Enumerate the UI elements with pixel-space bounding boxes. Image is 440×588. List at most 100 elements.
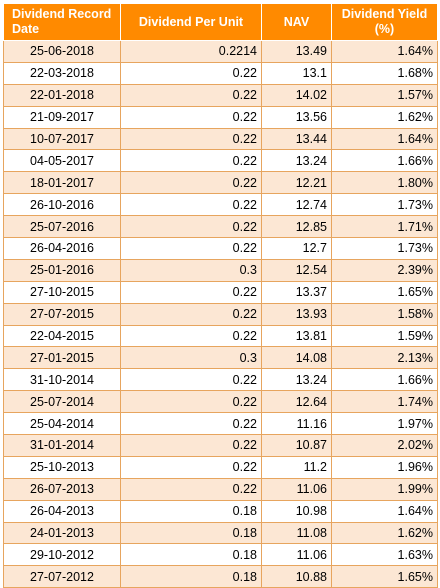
dividend-per-unit-cell: 0.22 xyxy=(120,368,262,392)
table-row: 04-05-2017 0.22 13.24 1.66% xyxy=(3,149,438,173)
table-row: 27-07-2012 0.18 10.88 1.65% xyxy=(3,565,438,588)
record-date-cell: 21-09-2017 xyxy=(3,105,121,129)
dividend-per-unit-cell: 0.18 xyxy=(120,521,262,545)
table-header: Dividend Record Date Dividend Per Unit N… xyxy=(3,3,438,41)
nav-cell: 11.08 xyxy=(261,521,332,545)
dividend-per-unit-cell: 0.22 xyxy=(120,324,262,348)
table-row: 27-01-2015 0.3 14.08 2.13% xyxy=(3,346,438,370)
record-date-cell: 27-10-2015 xyxy=(3,280,121,304)
dividend-per-unit-cell: 0.22 xyxy=(120,149,262,173)
nav-cell: 12.54 xyxy=(261,258,332,282)
dividend-yield-cell: 1.58% xyxy=(331,302,438,326)
record-date-cell: 25-04-2014 xyxy=(3,412,121,436)
dividend-per-unit-cell: 0.22 xyxy=(120,302,262,326)
dividend-per-unit-cell: 0.2214 xyxy=(120,40,262,63)
record-date-cell: 24-01-2013 xyxy=(3,521,121,545)
table-row: 24-01-2013 0.18 11.08 1.62% xyxy=(3,521,438,545)
dividend-per-unit-cell: 0.3 xyxy=(120,346,262,370)
dividend-yield-cell: 2.13% xyxy=(331,346,438,370)
nav-cell: 13.49 xyxy=(261,40,332,63)
table-row: 26-04-2016 0.22 12.7 1.73% xyxy=(3,237,438,260)
dividend-per-unit-cell: 0.22 xyxy=(120,434,262,457)
dividend-per-unit-cell: 0.18 xyxy=(120,499,262,523)
table-row: 27-07-2015 0.22 13.93 1.58% xyxy=(3,302,438,326)
table-row: 26-04-2013 0.18 10.98 1.64% xyxy=(3,499,438,523)
record-date-cell: 27-07-2012 xyxy=(3,565,121,588)
dividend-per-unit-cell: 0.22 xyxy=(120,215,262,239)
table-row: 25-01-2016 0.3 12.54 2.39% xyxy=(3,258,438,282)
dividend-yield-cell: 1.64% xyxy=(331,40,438,63)
table-row: 26-07-2013 0.22 11.06 1.99% xyxy=(3,477,438,501)
nav-cell: 13.56 xyxy=(261,105,332,129)
dividend-per-unit-cell: 0.22 xyxy=(120,280,262,304)
record-date-cell: 25-07-2016 xyxy=(3,215,121,239)
dividend-history-table: Dividend Record Date Dividend Per Unit N… xyxy=(3,3,438,588)
nav-cell: 11.06 xyxy=(261,543,332,567)
dividend-per-unit-cell: 0.22 xyxy=(120,390,262,414)
dividend-yield-cell: 1.62% xyxy=(331,521,438,545)
dividend-yield-cell: 2.02% xyxy=(331,434,438,457)
dividend-yield-cell: 1.66% xyxy=(331,149,438,173)
dividend-yield-cell: 1.57% xyxy=(331,83,438,107)
dividend-yield-cell: 1.64% xyxy=(331,499,438,523)
dividend-yield-cell: 2.39% xyxy=(331,258,438,282)
record-date-cell: 26-04-2013 xyxy=(3,499,121,523)
dividend-yield-cell: 1.71% xyxy=(331,215,438,239)
dividend-yield-cell: 1.65% xyxy=(331,565,438,588)
dividend-yield-cell: 1.62% xyxy=(331,105,438,129)
dividend-yield-cell: 1.59% xyxy=(331,324,438,348)
column-header-dividend-yield: Dividend Yield (%) xyxy=(331,3,438,41)
record-date-cell: 25-07-2014 xyxy=(3,390,121,414)
table-row: 25-06-2018 0.2214 13.49 1.64% xyxy=(3,40,438,63)
record-date-cell: 26-10-2016 xyxy=(3,193,121,217)
nav-cell: 11.2 xyxy=(261,455,332,479)
nav-cell: 13.1 xyxy=(261,61,332,85)
dividend-per-unit-cell: 0.22 xyxy=(120,105,262,129)
record-date-cell: 22-03-2018 xyxy=(3,61,121,85)
table-row: 25-04-2014 0.22 11.16 1.97% xyxy=(3,412,438,436)
dividend-per-unit-cell: 0.22 xyxy=(120,193,262,217)
nav-cell: 10.98 xyxy=(261,499,332,523)
header-row: Dividend Record Date Dividend Per Unit N… xyxy=(3,3,438,41)
nav-cell: 14.02 xyxy=(261,83,332,107)
table-row: 31-01-2014 0.22 10.87 2.02% xyxy=(3,434,438,457)
dividend-per-unit-cell: 0.22 xyxy=(120,127,262,151)
table-row: 25-07-2014 0.22 12.64 1.74% xyxy=(3,390,438,414)
table-row: 22-04-2015 0.22 13.81 1.59% xyxy=(3,324,438,348)
record-date-cell: 26-04-2016 xyxy=(3,237,121,260)
record-date-cell: 31-01-2014 xyxy=(3,434,121,457)
dividend-yield-cell: 1.99% xyxy=(331,477,438,501)
table-row: 27-10-2015 0.22 13.37 1.65% xyxy=(3,280,438,304)
dividend-yield-cell: 1.65% xyxy=(331,280,438,304)
nav-cell: 13.93 xyxy=(261,302,332,326)
record-date-cell: 18-01-2017 xyxy=(3,171,121,195)
table-row: 22-01-2018 0.22 14.02 1.57% xyxy=(3,83,438,107)
dividend-per-unit-cell: 0.18 xyxy=(120,565,262,588)
nav-cell: 13.24 xyxy=(261,368,332,392)
nav-cell: 14.08 xyxy=(261,346,332,370)
record-date-cell: 27-01-2015 xyxy=(3,346,121,370)
nav-cell: 10.87 xyxy=(261,434,332,457)
dividend-per-unit-cell: 0.3 xyxy=(120,258,262,282)
dividend-yield-cell: 1.97% xyxy=(331,412,438,436)
record-date-cell: 25-01-2016 xyxy=(3,258,121,282)
table-row: 25-10-2013 0.22 11.2 1.96% xyxy=(3,455,438,479)
nav-cell: 11.06 xyxy=(261,477,332,501)
dividend-per-unit-cell: 0.18 xyxy=(120,543,262,567)
column-header-dividend-per-unit: Dividend Per Unit xyxy=(120,3,262,41)
nav-cell: 12.85 xyxy=(261,215,332,239)
nav-cell: 12.7 xyxy=(261,237,332,260)
table-row: 26-10-2016 0.22 12.74 1.73% xyxy=(3,193,438,217)
record-date-cell: 31-10-2014 xyxy=(3,368,121,392)
dividend-per-unit-cell: 0.22 xyxy=(120,83,262,107)
dividend-per-unit-cell: 0.22 xyxy=(120,455,262,479)
table-row: 22-03-2018 0.22 13.1 1.68% xyxy=(3,61,438,85)
table-row: 10-07-2017 0.22 13.44 1.64% xyxy=(3,127,438,151)
table-row: 18-01-2017 0.22 12.21 1.80% xyxy=(3,171,438,195)
nav-cell: 13.44 xyxy=(261,127,332,151)
nav-cell: 12.21 xyxy=(261,171,332,195)
nav-cell: 10.88 xyxy=(261,565,332,588)
record-date-cell: 27-07-2015 xyxy=(3,302,121,326)
dividend-yield-cell: 1.74% xyxy=(331,390,438,414)
record-date-cell: 25-10-2013 xyxy=(3,455,121,479)
